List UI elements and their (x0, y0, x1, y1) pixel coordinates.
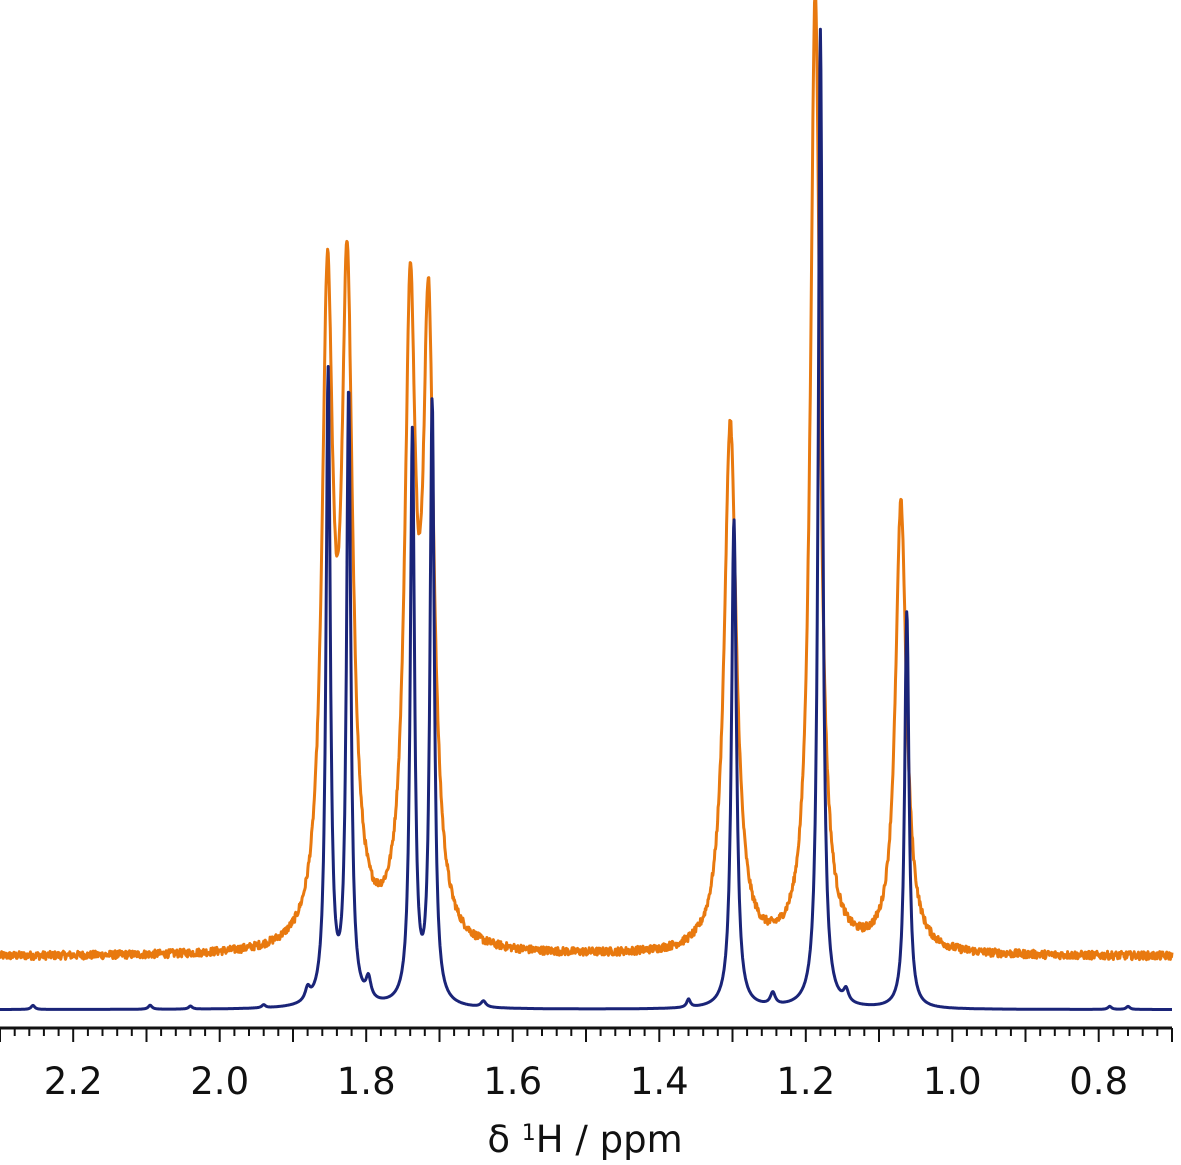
x-tick-label: 2.2 (44, 1060, 103, 1103)
x-tick-label: 1.6 (483, 1060, 542, 1103)
x-tick-label: 1.2 (776, 1060, 835, 1103)
x-axis-title-prefix: δ (487, 1118, 521, 1161)
spectrum-series-2 (0, 27, 1173, 1011)
x-axis-title-suffix: H / ppm (536, 1118, 683, 1161)
x-axis-title: δ 1H / ppm (487, 1118, 682, 1161)
spectrum-series-1 (0, 0, 1174, 962)
x-axis-title-superscript: 1 (522, 1121, 536, 1146)
x-tick-label: 0.8 (1069, 1060, 1128, 1103)
x-tick-label: 2.0 (190, 1060, 249, 1103)
x-axis-ticks: 2.2 2.0 1.8 1.6 1.4 1.2 1.0 0.8 (0, 1028, 1173, 1103)
x-tick-label: 1.4 (630, 1060, 689, 1103)
x-tick-label: 1.8 (337, 1060, 396, 1103)
spectrum-series-group (0, 0, 1174, 1011)
x-tick-label: 1.0 (923, 1060, 982, 1103)
